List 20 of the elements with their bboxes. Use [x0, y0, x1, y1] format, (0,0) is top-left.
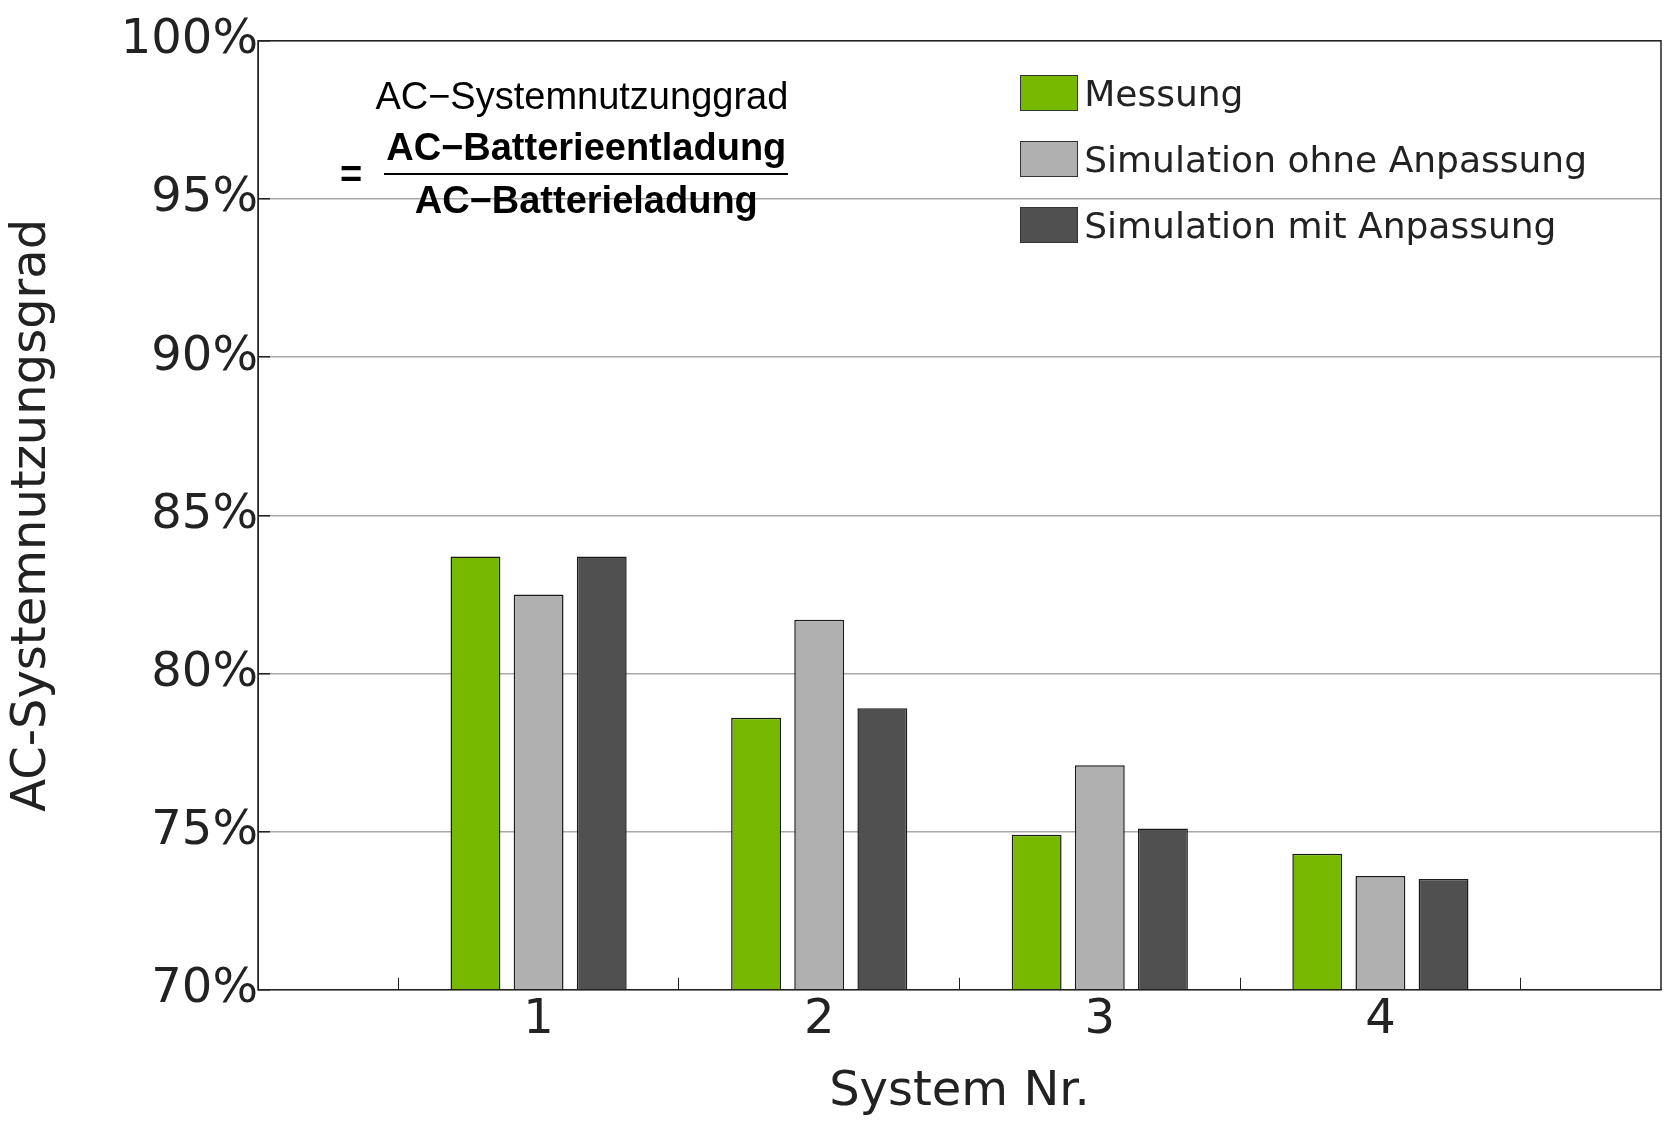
annotation: AC−Batterieladung [414, 178, 758, 222]
y-tick-label: 70% [151, 957, 258, 1014]
y-tick-label: 75% [151, 799, 258, 856]
x-tick-label: 2 [803, 988, 835, 1045]
x-tick-label: 4 [1365, 988, 1396, 1045]
legend-label: Messung [1084, 72, 1244, 114]
y-tick-label: 100% [120, 8, 258, 65]
y-tick-label: 80% [151, 640, 258, 697]
x-tick-label: 3 [1084, 988, 1116, 1045]
annotation: AC−Batterieentladung [385, 126, 788, 170]
legend-label: Simulation mit Anpassung [1084, 204, 1557, 246]
legend-label: Simulation ohne Anpassung [1084, 138, 1587, 180]
y-tick-label: 95% [151, 166, 258, 223]
y-tick-label: 85% [151, 482, 258, 539]
x-tick-label: 1 [523, 988, 554, 1045]
annotation: AC−Systemnutzunggrad [374, 75, 789, 118]
y-tick-label: 90% [151, 324, 258, 381]
x-axis-title: System Nr. [829, 1059, 1090, 1116]
y-axis-title: AC-Systemnutzungsgrad [0, 218, 57, 812]
annotation: = [340, 152, 363, 196]
